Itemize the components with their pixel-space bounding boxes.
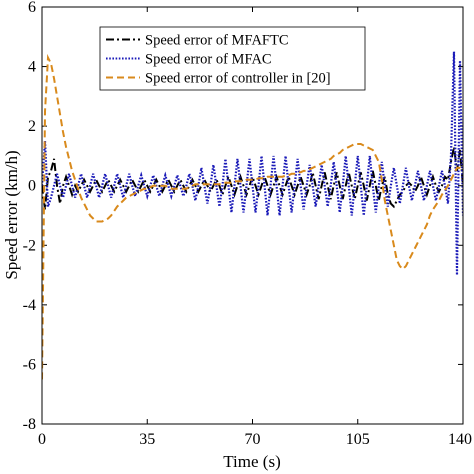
series-line bbox=[42, 146, 463, 210]
y-tick-label: -2 bbox=[23, 237, 36, 254]
y-tick-label: -8 bbox=[23, 416, 36, 433]
y-tick-label: 0 bbox=[28, 178, 36, 195]
legend-label: Speed error of MFAFTC bbox=[145, 33, 289, 49]
legend-label: Speed error of controller in [20] bbox=[145, 71, 331, 87]
x-tick-label: 0 bbox=[38, 431, 46, 448]
legend: Speed error of MFAFTC Speed error of MFAC… bbox=[99, 26, 366, 91]
x-tick-label: 105 bbox=[346, 431, 370, 448]
legend-label: Speed error of MFAC bbox=[145, 52, 272, 68]
y-tick-label: -6 bbox=[23, 356, 36, 373]
y-axis-label: Speed error (km/h) bbox=[2, 150, 21, 279]
x-tick-label: 70 bbox=[245, 431, 261, 448]
plot-lines bbox=[42, 51, 463, 380]
y-tick-label: 6 bbox=[28, 0, 36, 16]
plot-frame bbox=[41, 6, 464, 425]
x-axis-label: Time (s) bbox=[223, 452, 280, 471]
y-tick-label: 2 bbox=[28, 118, 36, 135]
x-tick-label: 140 bbox=[448, 431, 472, 448]
x-tick-label: 35 bbox=[139, 431, 155, 448]
legend-box bbox=[99, 26, 366, 91]
y-tick-label: -4 bbox=[23, 297, 36, 314]
y-tick-label: 4 bbox=[28, 59, 36, 76]
series-line bbox=[42, 53, 463, 380]
